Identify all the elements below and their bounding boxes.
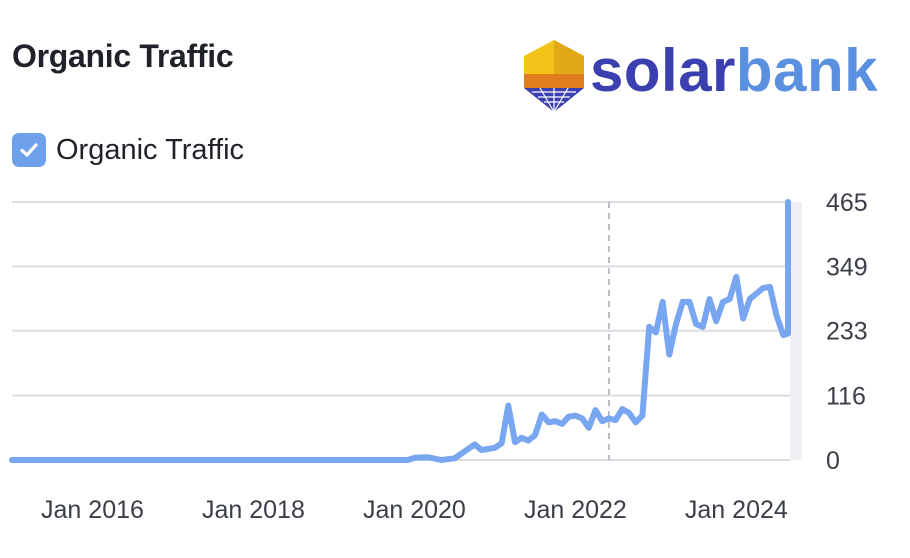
logo-text-bank: bank (735, 37, 878, 104)
legend-item-organic-traffic[interactable]: Organic Traffic (12, 132, 244, 168)
solarbank-logo: solarbank (520, 38, 880, 114)
page-title: Organic Traffic (12, 38, 234, 74)
legend-label: Organic Traffic (56, 133, 245, 166)
x-tick-label: Jan 2018 (202, 496, 305, 524)
logo-wordmark: solarbank (590, 38, 878, 104)
logo-text-solar: solar (590, 37, 736, 104)
series-line-organic-traffic (9, 199, 791, 463)
y-tick-label: 349 (826, 253, 868, 281)
y-tick-label: 116 (826, 383, 866, 411)
y-tick-label: 233 (826, 318, 868, 346)
check-icon (20, 143, 38, 157)
y-tick-label: 0 (826, 447, 840, 475)
legend-checkbox[interactable] (12, 133, 46, 167)
x-tick-label: Jan 2024 (685, 496, 788, 524)
x-tick-label: Jan 2020 (363, 496, 466, 524)
x-tick-label: Jan 2016 (41, 496, 144, 524)
x-tick-label: Jan 2022 (524, 496, 627, 524)
y-axis-band (790, 202, 802, 460)
solar-panel-hexagon-icon (524, 40, 584, 113)
y-tick-label: 465 (826, 189, 868, 217)
